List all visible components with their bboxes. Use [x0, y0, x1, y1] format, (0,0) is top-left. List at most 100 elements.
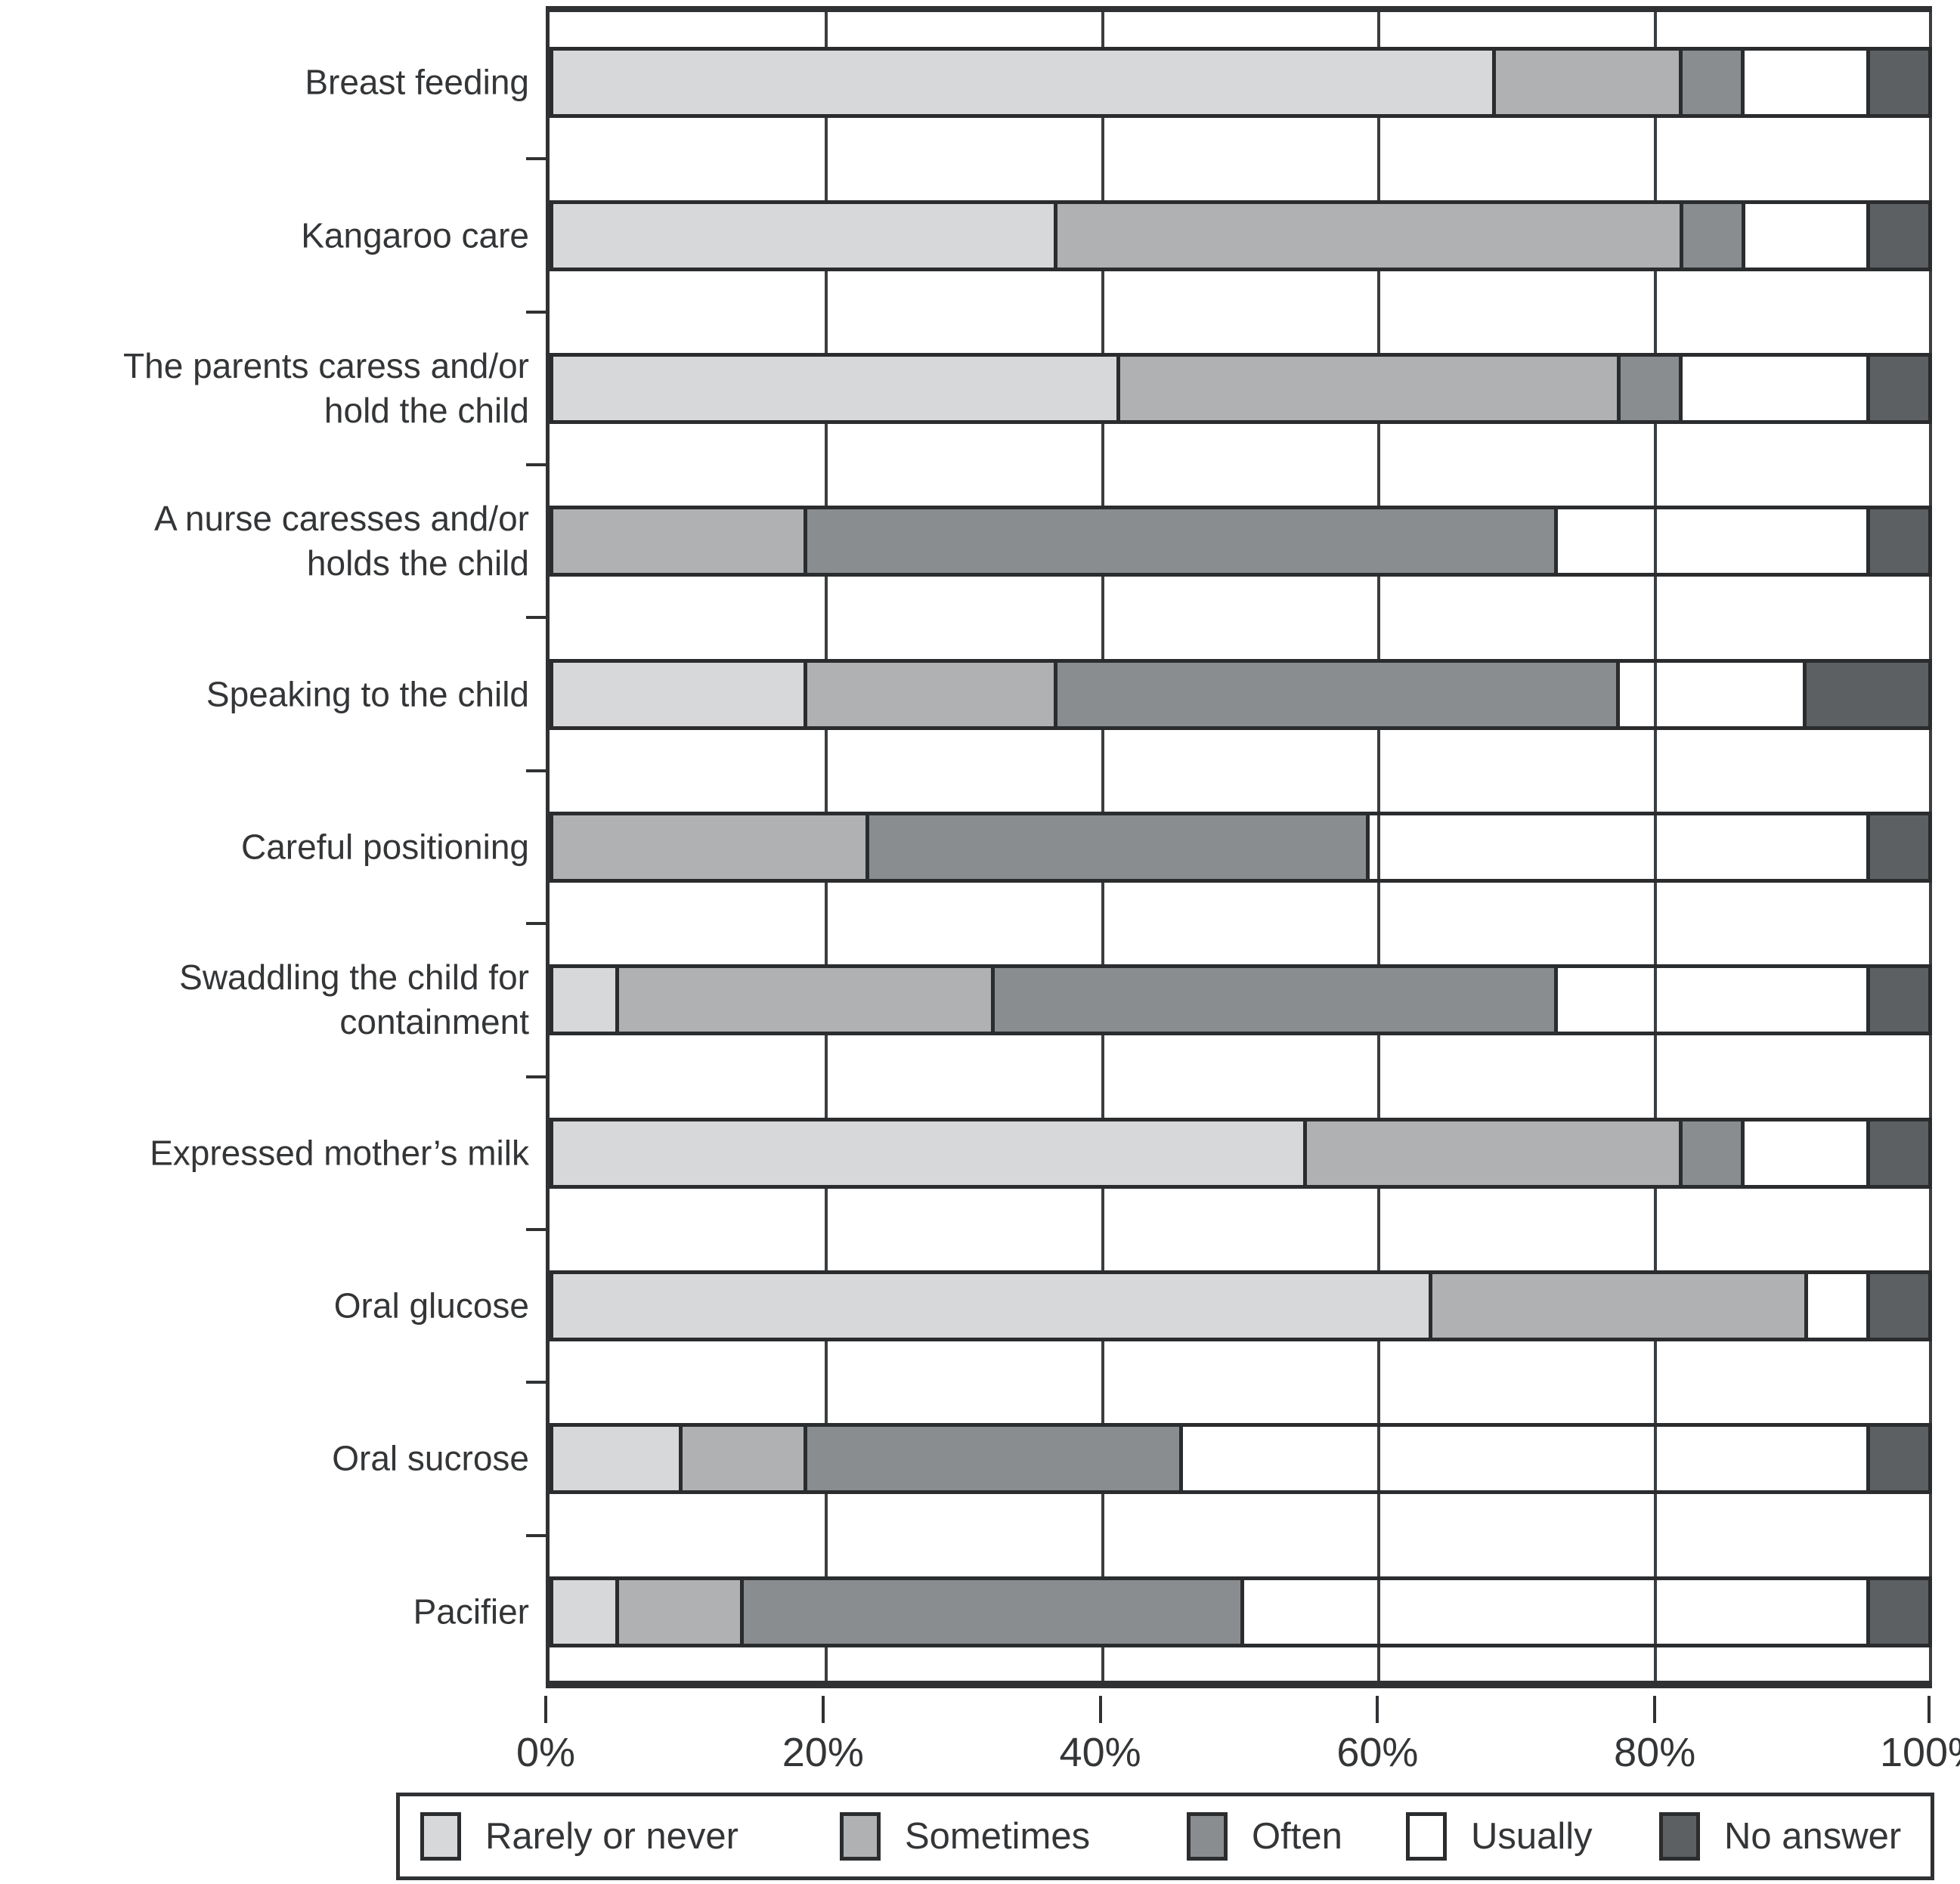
bar-segment-sometimes	[1303, 1121, 1680, 1185]
category-label-expressed-mother-s-milk: Expressed mother’s milk	[150, 1133, 529, 1173]
bar-segment-usually	[1366, 815, 1866, 879]
legend-item-no-answer: No answer	[1659, 1812, 1901, 1861]
bar-segment-usually	[1679, 356, 1866, 420]
category-label-careful-positioning: Careful positioning	[240, 827, 529, 867]
bar-segment-rarely-or-never	[553, 203, 1054, 268]
bar-row-pacifier	[550, 1576, 1932, 1647]
bar-segment-often	[740, 1579, 1241, 1644]
legend-label-usually: Usually	[1471, 1816, 1593, 1857]
y-axis-tick	[526, 616, 546, 620]
bar-segment-usually	[1553, 509, 1866, 574]
legend-label-sometimes: Sometimes	[905, 1816, 1091, 1857]
category-label-speaking-to-the-child: Speaking to the child	[206, 674, 529, 714]
bar-segment-sometimes	[678, 1427, 804, 1491]
y-axis-tick	[526, 157, 546, 161]
bar-segment-rarely-or-never	[553, 1274, 1429, 1338]
bar-segment-no-answer	[1866, 1579, 1928, 1644]
bar-segment-rarely-or-never	[553, 356, 1116, 420]
category-label-a-nurse-caresses-and-or: A nurse caresses and/or holds the child	[153, 499, 529, 583]
x-tick-label-40: 40%	[1059, 1730, 1141, 1775]
legend-swatch-no-answer	[1659, 1812, 1700, 1861]
bar-segment-no-answer	[1866, 509, 1928, 574]
legend-label-no-answer: No answer	[1724, 1816, 1902, 1857]
bar-segment-usually	[1741, 1121, 1866, 1185]
x-axis-tick-80	[1653, 1696, 1657, 1723]
bar-segment-rarely-or-never	[553, 662, 804, 726]
y-axis-tick	[526, 1533, 546, 1537]
bar-segment-sometimes	[615, 1579, 741, 1644]
y-axis-tick	[526, 1227, 546, 1231]
category-label-the-parents-caress-and-or: The parents caress and/or hold the child	[123, 346, 529, 430]
bar-segment-usually	[1741, 51, 1866, 115]
bar-segment-usually	[1804, 1274, 1866, 1338]
bar-row-swaddling-the-child-for	[550, 964, 1932, 1036]
bar-segment-rarely-or-never	[553, 1579, 615, 1644]
bar-segment-no-answer	[1866, 1427, 1928, 1491]
bar-segment-sometimes	[553, 509, 804, 574]
gridline-80	[1654, 12, 1658, 1681]
bar-segment-often	[1679, 1121, 1742, 1185]
bar-segment-often	[1054, 662, 1617, 726]
bar-segment-often	[804, 1427, 1179, 1491]
y-axis-tick	[526, 1381, 546, 1384]
bar-segment-often	[865, 815, 1367, 879]
bar-row-oral-glucose	[550, 1270, 1932, 1342]
gridline-60	[1377, 12, 1381, 1681]
legend-item-often: Often	[1187, 1812, 1342, 1861]
bar-segment-usually	[1616, 662, 1803, 726]
legend-swatch-rarely-or-never	[420, 1812, 461, 1861]
bar-segment-often	[991, 968, 1554, 1032]
category-label-breast-feeding: Breast feeding	[305, 62, 529, 102]
x-axis-tick-60	[1376, 1696, 1379, 1723]
bar-segment-often	[804, 509, 1554, 574]
bar-segment-sometimes	[1116, 356, 1618, 420]
category-label-swaddling-the-child-for: Swaddling the child for containment	[179, 957, 529, 1042]
legend-label-rarely-or-never: Rarely or never	[485, 1816, 738, 1857]
bar-row-a-nurse-caresses-and-or	[550, 506, 1932, 577]
bar-segment-no-answer	[1866, 51, 1928, 115]
bar-segment-sometimes	[553, 815, 865, 879]
bar-row-oral-sucrose	[550, 1423, 1932, 1495]
category-label-oral-glucose: Oral glucose	[333, 1285, 529, 1326]
bar-segment-no-answer	[1866, 968, 1928, 1032]
bar-segment-no-answer	[1866, 203, 1928, 268]
y-axis-tick	[526, 922, 546, 926]
category-label-oral-sucrose: Oral sucrose	[332, 1439, 529, 1479]
plot-area	[546, 6, 1932, 1688]
y-axis-tick	[526, 310, 546, 314]
x-tick-label-20: 20%	[782, 1730, 864, 1775]
legend-swatch-often	[1187, 1812, 1228, 1861]
x-tick-label-60: 60%	[1336, 1730, 1419, 1775]
x-tick-label-80: 80%	[1614, 1730, 1696, 1775]
bar-segment-sometimes	[1491, 51, 1680, 115]
legend-item-usually: Usually	[1406, 1812, 1593, 1861]
x-tick-label-0: 0%	[516, 1730, 576, 1775]
bar-row-kangaroo-care	[550, 200, 1932, 271]
bar-row-speaking-to-the-child	[550, 658, 1932, 730]
x-axis-tick-100	[1927, 1696, 1931, 1723]
bar-segment-rarely-or-never	[553, 1427, 679, 1491]
legend-item-rarely-or-never: Rarely or never	[420, 1812, 738, 1861]
legend-swatch-sometimes	[840, 1812, 881, 1861]
bar-row-the-parents-caress-and-or	[550, 352, 1932, 424]
bar-segment-often	[1679, 51, 1742, 115]
bar-row-careful-positioning	[550, 812, 1932, 883]
bar-segment-no-answer	[1866, 356, 1928, 420]
bar-segment-rarely-or-never	[553, 968, 615, 1032]
y-axis-tick	[526, 463, 546, 467]
x-axis-tick-0	[544, 1696, 547, 1723]
bar-row-expressed-mother-s-milk	[550, 1117, 1932, 1189]
bar-segment-usually	[1178, 1427, 1867, 1491]
category-label-pacifier: Pacifier	[413, 1592, 529, 1632]
bar-segment-usually	[1553, 968, 1866, 1032]
y-axis-tick	[526, 769, 546, 772]
x-axis-tick-20	[821, 1696, 825, 1723]
legend: Rarely or never Sometimes Often Usually No a…	[396, 1793, 1934, 1880]
bar-segment-often	[1617, 356, 1680, 420]
bar-segment-rarely-or-never	[553, 51, 1492, 115]
bar-row-breast-feeding	[550, 47, 1932, 119]
bar-segment-sometimes	[804, 662, 1054, 726]
bar-segment-sometimes	[1429, 1274, 1805, 1338]
bar-segment-sometimes	[615, 968, 991, 1032]
